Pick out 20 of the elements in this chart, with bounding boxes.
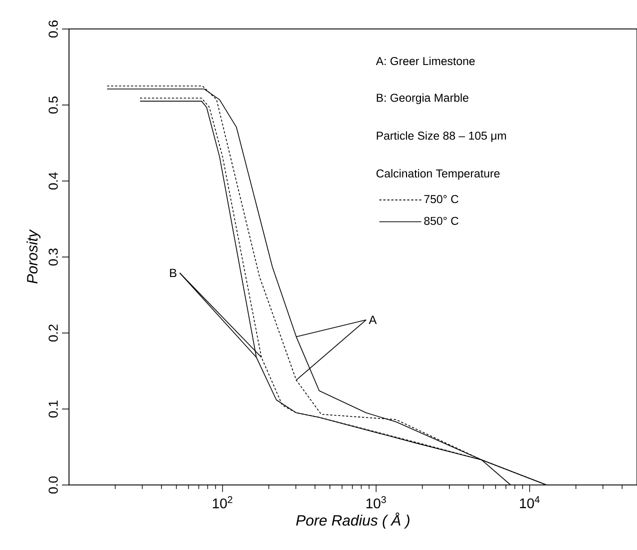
annotation: A bbox=[368, 316, 377, 324]
x-tick-label: 10$^{3}$ bbox=[366, 496, 386, 508]
y-tick-label: 0.3 bbox=[48, 248, 58, 266]
y-tick-label: 0.6 bbox=[48, 20, 58, 38]
y-axis-title: Porosity bbox=[26, 229, 40, 284]
y-tick-label: 0.2 bbox=[48, 324, 58, 342]
annotation: B bbox=[170, 268, 176, 278]
y-tick-label: 0.1 bbox=[48, 400, 58, 418]
annotation: A: Greer Limestone bbox=[376, 56, 475, 66]
legend-label: 750° C bbox=[424, 195, 458, 204]
x-tick-label: 10$^{2}$ bbox=[212, 496, 232, 508]
legend-label: 850° C bbox=[424, 216, 458, 225]
y-tick-label: 0.5 bbox=[48, 96, 58, 114]
x-axis-title: Pore Radius ( Å ) bbox=[296, 512, 410, 529]
annotation: B: Georgia Marble bbox=[376, 93, 468, 104]
legend-title: Calcination Temperature bbox=[376, 169, 500, 180]
y-tick-label: 0.4 bbox=[48, 172, 58, 190]
y-tick-label: 0.0 bbox=[48, 476, 58, 494]
annotation: Particle Size 88 – 105 μm bbox=[376, 131, 506, 142]
x-tick-label: 10$^{4}$ bbox=[520, 496, 540, 508]
